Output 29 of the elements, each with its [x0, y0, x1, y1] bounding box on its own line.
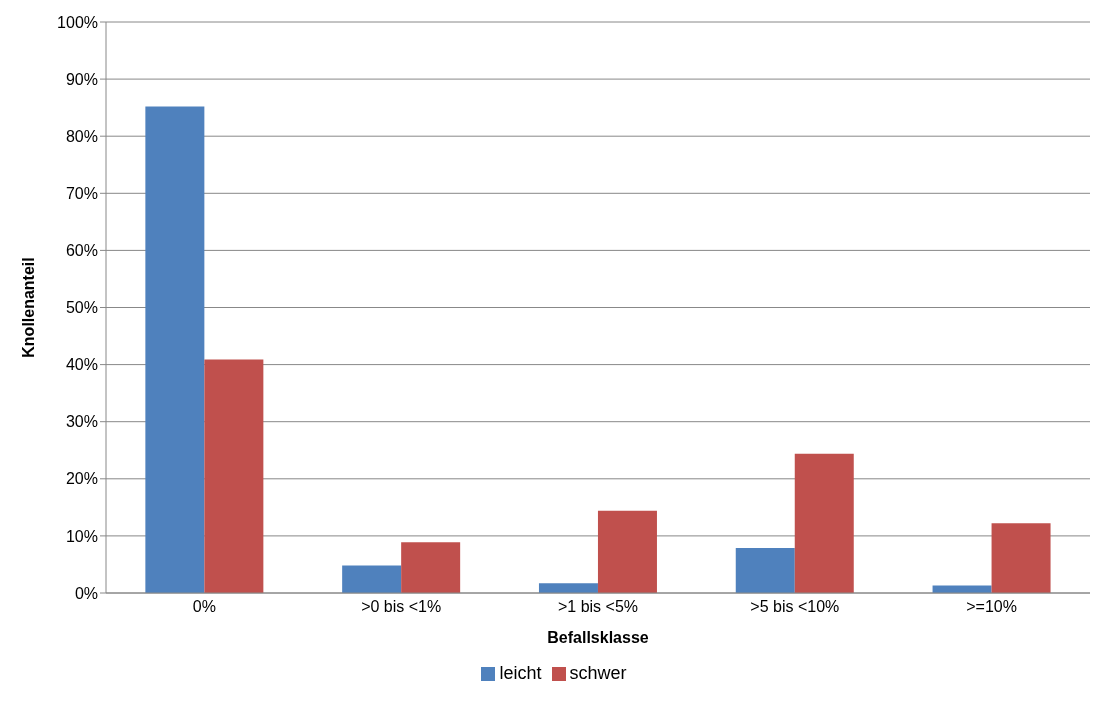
- y-tick-label: 100%: [57, 13, 98, 31]
- bar: [145, 106, 205, 593]
- y-axis-title: Knollenanteil: [19, 257, 37, 358]
- bar: [538, 583, 598, 593]
- x-tick-label: >5 bis <10%: [750, 598, 840, 616]
- y-tick-label: 70%: [65, 184, 98, 202]
- x-tick-label: >1 bis <5%: [557, 598, 639, 616]
- bar: [342, 565, 402, 593]
- y-tick-label: 80%: [65, 127, 98, 145]
- y-tick-label: 50%: [65, 299, 98, 317]
- y-tick-label: 20%: [65, 470, 98, 488]
- x-tick-label: 0%: [192, 598, 216, 616]
- bar: [597, 510, 657, 593]
- legend-label: schwer: [569, 663, 627, 683]
- y-tick-label: 40%: [65, 356, 98, 374]
- legend-label: leicht: [499, 663, 542, 683]
- y-tick-label: 30%: [65, 413, 98, 431]
- bar: [794, 453, 854, 593]
- x-tick-label: >0 bis <1%: [361, 598, 442, 616]
- y-tick-label: 10%: [65, 527, 98, 545]
- bar: [401, 542, 461, 593]
- bar: [991, 523, 1051, 593]
- bar: [735, 547, 795, 593]
- x-axis-title: Befallsklasse: [547, 629, 649, 646]
- x-tick-label: >=10%: [966, 598, 1017, 616]
- y-tick-label: 0%: [74, 584, 98, 602]
- y-tick-label: 60%: [65, 242, 98, 260]
- y-tick-label: 90%: [65, 70, 98, 88]
- bar: [204, 359, 264, 593]
